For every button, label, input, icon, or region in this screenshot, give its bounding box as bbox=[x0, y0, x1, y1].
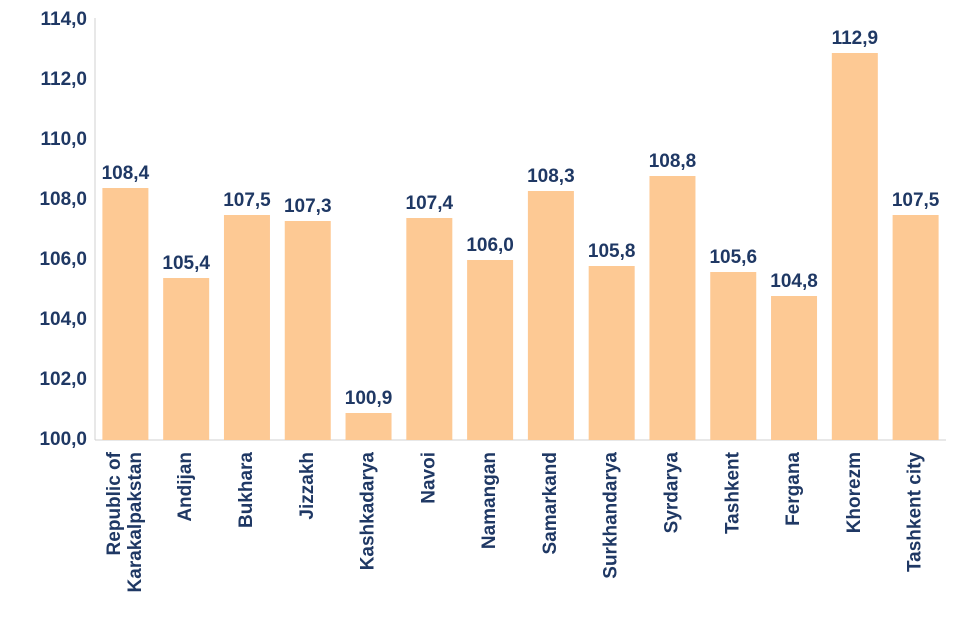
x-tick-label: Syrdarya bbox=[661, 452, 682, 534]
data-label: 105,8 bbox=[588, 241, 636, 262]
data-label: 108,8 bbox=[649, 151, 697, 172]
x-tick-label: Tashkent city bbox=[905, 452, 926, 572]
x-tick-label: Samarkand bbox=[540, 452, 561, 554]
bar bbox=[831, 53, 878, 440]
y-tick-label: 108,0 bbox=[39, 189, 87, 210]
bar bbox=[102, 188, 149, 440]
x-tick-label: Namangan bbox=[479, 452, 500, 549]
bar bbox=[345, 413, 392, 440]
bar bbox=[163, 278, 210, 440]
y-tick-label: 100,0 bbox=[39, 429, 87, 450]
x-tick-label: Fergana bbox=[783, 452, 804, 526]
bar bbox=[467, 260, 514, 440]
x-tick-label: Republic ofKarakalpakstan bbox=[104, 451, 146, 592]
data-label: 107,5 bbox=[223, 190, 271, 211]
x-tick-label: Jizzakh bbox=[297, 452, 318, 520]
x-tick-label: Khorezm bbox=[844, 452, 865, 533]
y-tick-label: 112,0 bbox=[41, 69, 88, 90]
y-tick-label: 106,0 bbox=[39, 249, 87, 270]
bar bbox=[223, 215, 270, 440]
data-label: 108,4 bbox=[102, 163, 150, 184]
data-label: 107,3 bbox=[284, 196, 332, 217]
x-tick-label: Bukhara bbox=[236, 452, 257, 528]
y-tick-label: 104,0 bbox=[39, 309, 87, 330]
data-label: 100,9 bbox=[345, 388, 393, 409]
x-tick-label: Tashkent bbox=[722, 451, 743, 534]
bar bbox=[527, 191, 574, 440]
data-label: 105,6 bbox=[709, 247, 757, 268]
x-tick-label: Navoi bbox=[418, 452, 439, 504]
y-tick-label: 110,0 bbox=[41, 129, 88, 150]
data-label: 104,8 bbox=[770, 271, 818, 292]
bar bbox=[588, 266, 635, 440]
data-label: 107,5 bbox=[892, 190, 940, 211]
y-tick-label: 114,0 bbox=[41, 9, 88, 30]
bar bbox=[710, 272, 757, 440]
y-tick-label: 102,0 bbox=[39, 369, 87, 390]
data-label: 105,4 bbox=[162, 253, 210, 274]
x-tick-label: Andijan bbox=[175, 452, 196, 522]
x-tick-label: Kashkadarya bbox=[358, 452, 379, 571]
bar bbox=[649, 176, 696, 440]
bar bbox=[406, 218, 453, 440]
bar bbox=[284, 221, 331, 440]
data-label: 112,9 bbox=[832, 28, 879, 49]
bar bbox=[771, 296, 818, 440]
bar bbox=[892, 215, 939, 440]
data-label: 106,0 bbox=[466, 235, 514, 256]
data-label: 108,3 bbox=[527, 166, 575, 187]
x-tick-label: Surkhandarya bbox=[601, 452, 622, 579]
data-label: 107,4 bbox=[406, 193, 454, 214]
